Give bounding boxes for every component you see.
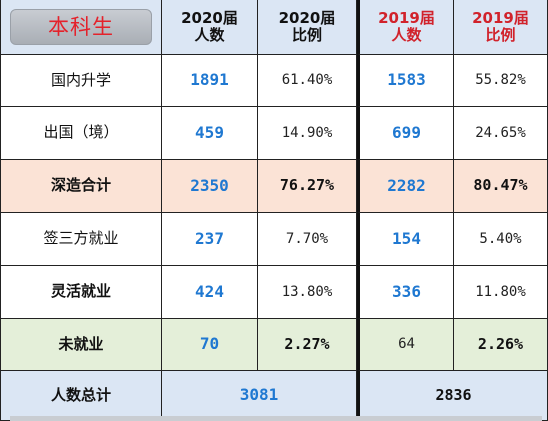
cell-2020-ratio: 13.80%	[258, 266, 357, 319]
cell-2020-ratio: 7.70%	[258, 213, 357, 266]
cell-2020-count: 70	[162, 319, 258, 371]
header-2020-ratio: 2020届 比例	[258, 0, 357, 55]
cell-2020-ratio: 61.40%	[258, 55, 357, 107]
cell-2019-count: 64	[357, 319, 454, 371]
cell-2019-total: 2836	[357, 371, 548, 421]
cell-2019-ratio: 24.65%	[454, 107, 548, 160]
row-label-further-study-total: 深造合计	[0, 160, 162, 213]
cell-2020-count: 459	[162, 107, 258, 160]
row-label-unemployed: 未就业	[0, 319, 162, 371]
cell-2019-count: 1583	[357, 55, 454, 107]
cell-2019-ratio: 5.40%	[454, 213, 548, 266]
row-label-study-abroad: 出国（境）	[0, 107, 162, 160]
cell-2019-count: 336	[357, 266, 454, 319]
cell-2019-ratio: 55.82%	[454, 55, 548, 107]
cell-2020-total: 3081	[162, 371, 357, 421]
cell-2020-ratio: 2.27%	[258, 319, 357, 371]
row-label-domestic-study: 国内升学	[0, 55, 162, 107]
cell-2019-ratio: 11.80%	[454, 266, 548, 319]
cell-2020-count: 2350	[162, 160, 258, 213]
cell-2019-ratio: 2.26%	[454, 319, 548, 371]
undergrad-badge: 本科生	[10, 9, 152, 45]
cell-2019-count: 2282	[357, 160, 454, 213]
cell-2019-count: 154	[357, 213, 454, 266]
header-2019-count: 2019届 人数	[357, 0, 454, 55]
bottom-scroll-edge	[10, 416, 542, 421]
cell-2020-ratio: 76.27%	[258, 160, 357, 213]
cell-2019-count: 699	[357, 107, 454, 160]
header-2019-ratio: 2019届 比例	[454, 0, 548, 55]
cell-2020-ratio: 14.90%	[258, 107, 357, 160]
cell-2020-count: 1891	[162, 55, 258, 107]
cell-2020-count: 424	[162, 266, 258, 319]
row-label-flexible-employment: 灵活就业	[0, 266, 162, 319]
row-label-total: 人数总计	[0, 371, 162, 421]
row-label-contract-employment: 签三方就业	[0, 213, 162, 266]
header-badge-cell: 本科生	[0, 0, 162, 55]
cell-2020-count: 237	[162, 213, 258, 266]
cell-2019-ratio: 80.47%	[454, 160, 548, 213]
header-2020-count: 2020届 人数	[162, 0, 258, 55]
